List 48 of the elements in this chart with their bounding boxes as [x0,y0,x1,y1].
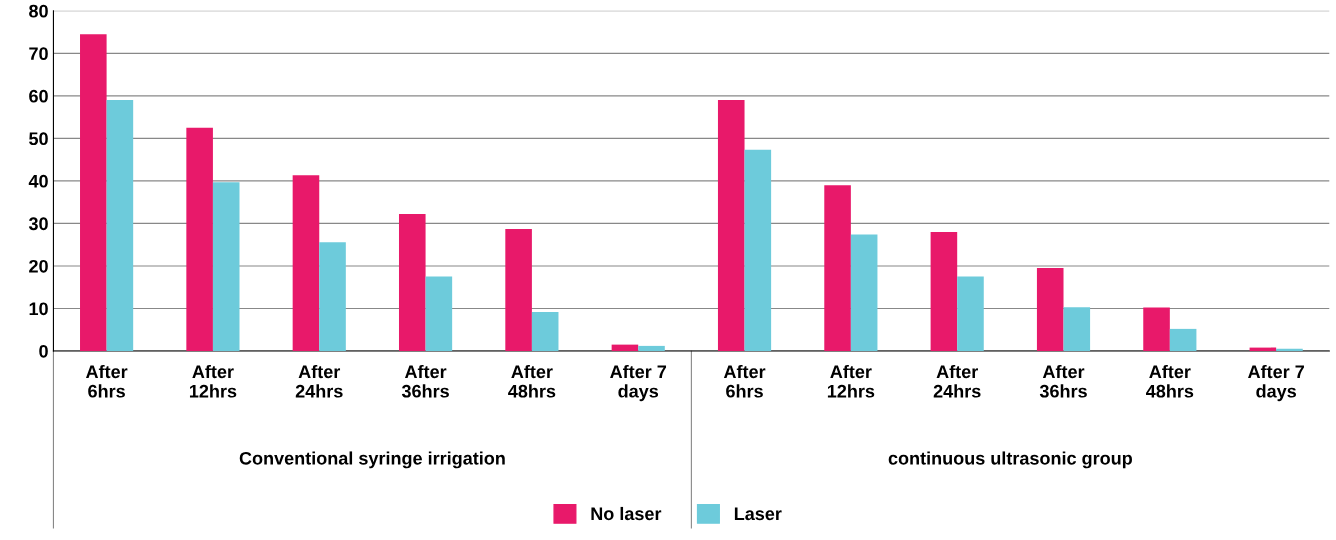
bar [319,242,346,351]
x-tick-label: After 12hrs [827,364,875,398]
bar [531,311,559,351]
bar [1169,328,1197,351]
y-tick-label: 60 [29,89,48,103]
text: Conventional syringe irrigation [239,451,505,469]
bar [398,214,426,351]
bar [106,100,134,351]
bar [1063,307,1091,351]
x-tick-label: After 12hrs [189,364,237,398]
x-tick-label: After 48hrs [508,364,556,398]
bar [957,276,984,351]
x-tick-label: After 6hrs [723,364,766,398]
x-tick-label: After 36hrs [401,364,449,398]
x-tick-label: After 36hrs [1039,364,1087,398]
y-tick-label: 10 [29,302,48,316]
bar [744,149,772,351]
x-tick-label: After 24hrs [933,364,981,398]
bar [292,175,320,351]
bar [80,34,107,351]
y-tick-label: 40 [28,174,48,188]
bar [824,185,851,351]
x-tick-label: After 24hrs [295,364,343,398]
y-tick-label: 80 [29,4,48,18]
bar [930,231,958,351]
y-tick-label: 70 [29,47,48,61]
bar [186,127,213,351]
text: continuous ultrasonic group [888,451,1132,469]
bar [1143,307,1170,351]
bar [505,228,532,351]
y-tick-label: 20 [29,259,48,273]
x-tick-label: After 48hrs [1146,364,1194,398]
y-tick-label: 50 [29,132,48,146]
bar [717,100,745,351]
y-tick-label: 30 [28,217,48,231]
y-tick-label: 0 [39,344,48,358]
bar [611,344,639,351]
x-tick-label: After 6hrs [85,364,128,398]
bar [425,276,453,351]
legend-label: Laser [734,507,782,521]
bar [850,234,878,351]
bar [638,345,665,351]
bar [1276,348,1303,351]
x-tick-label: After 7 days [610,364,667,402]
bar [1036,268,1064,351]
legend-label: No laser [591,506,662,521]
bar [212,182,240,351]
x-tick-label: After 7 days [1248,364,1304,402]
